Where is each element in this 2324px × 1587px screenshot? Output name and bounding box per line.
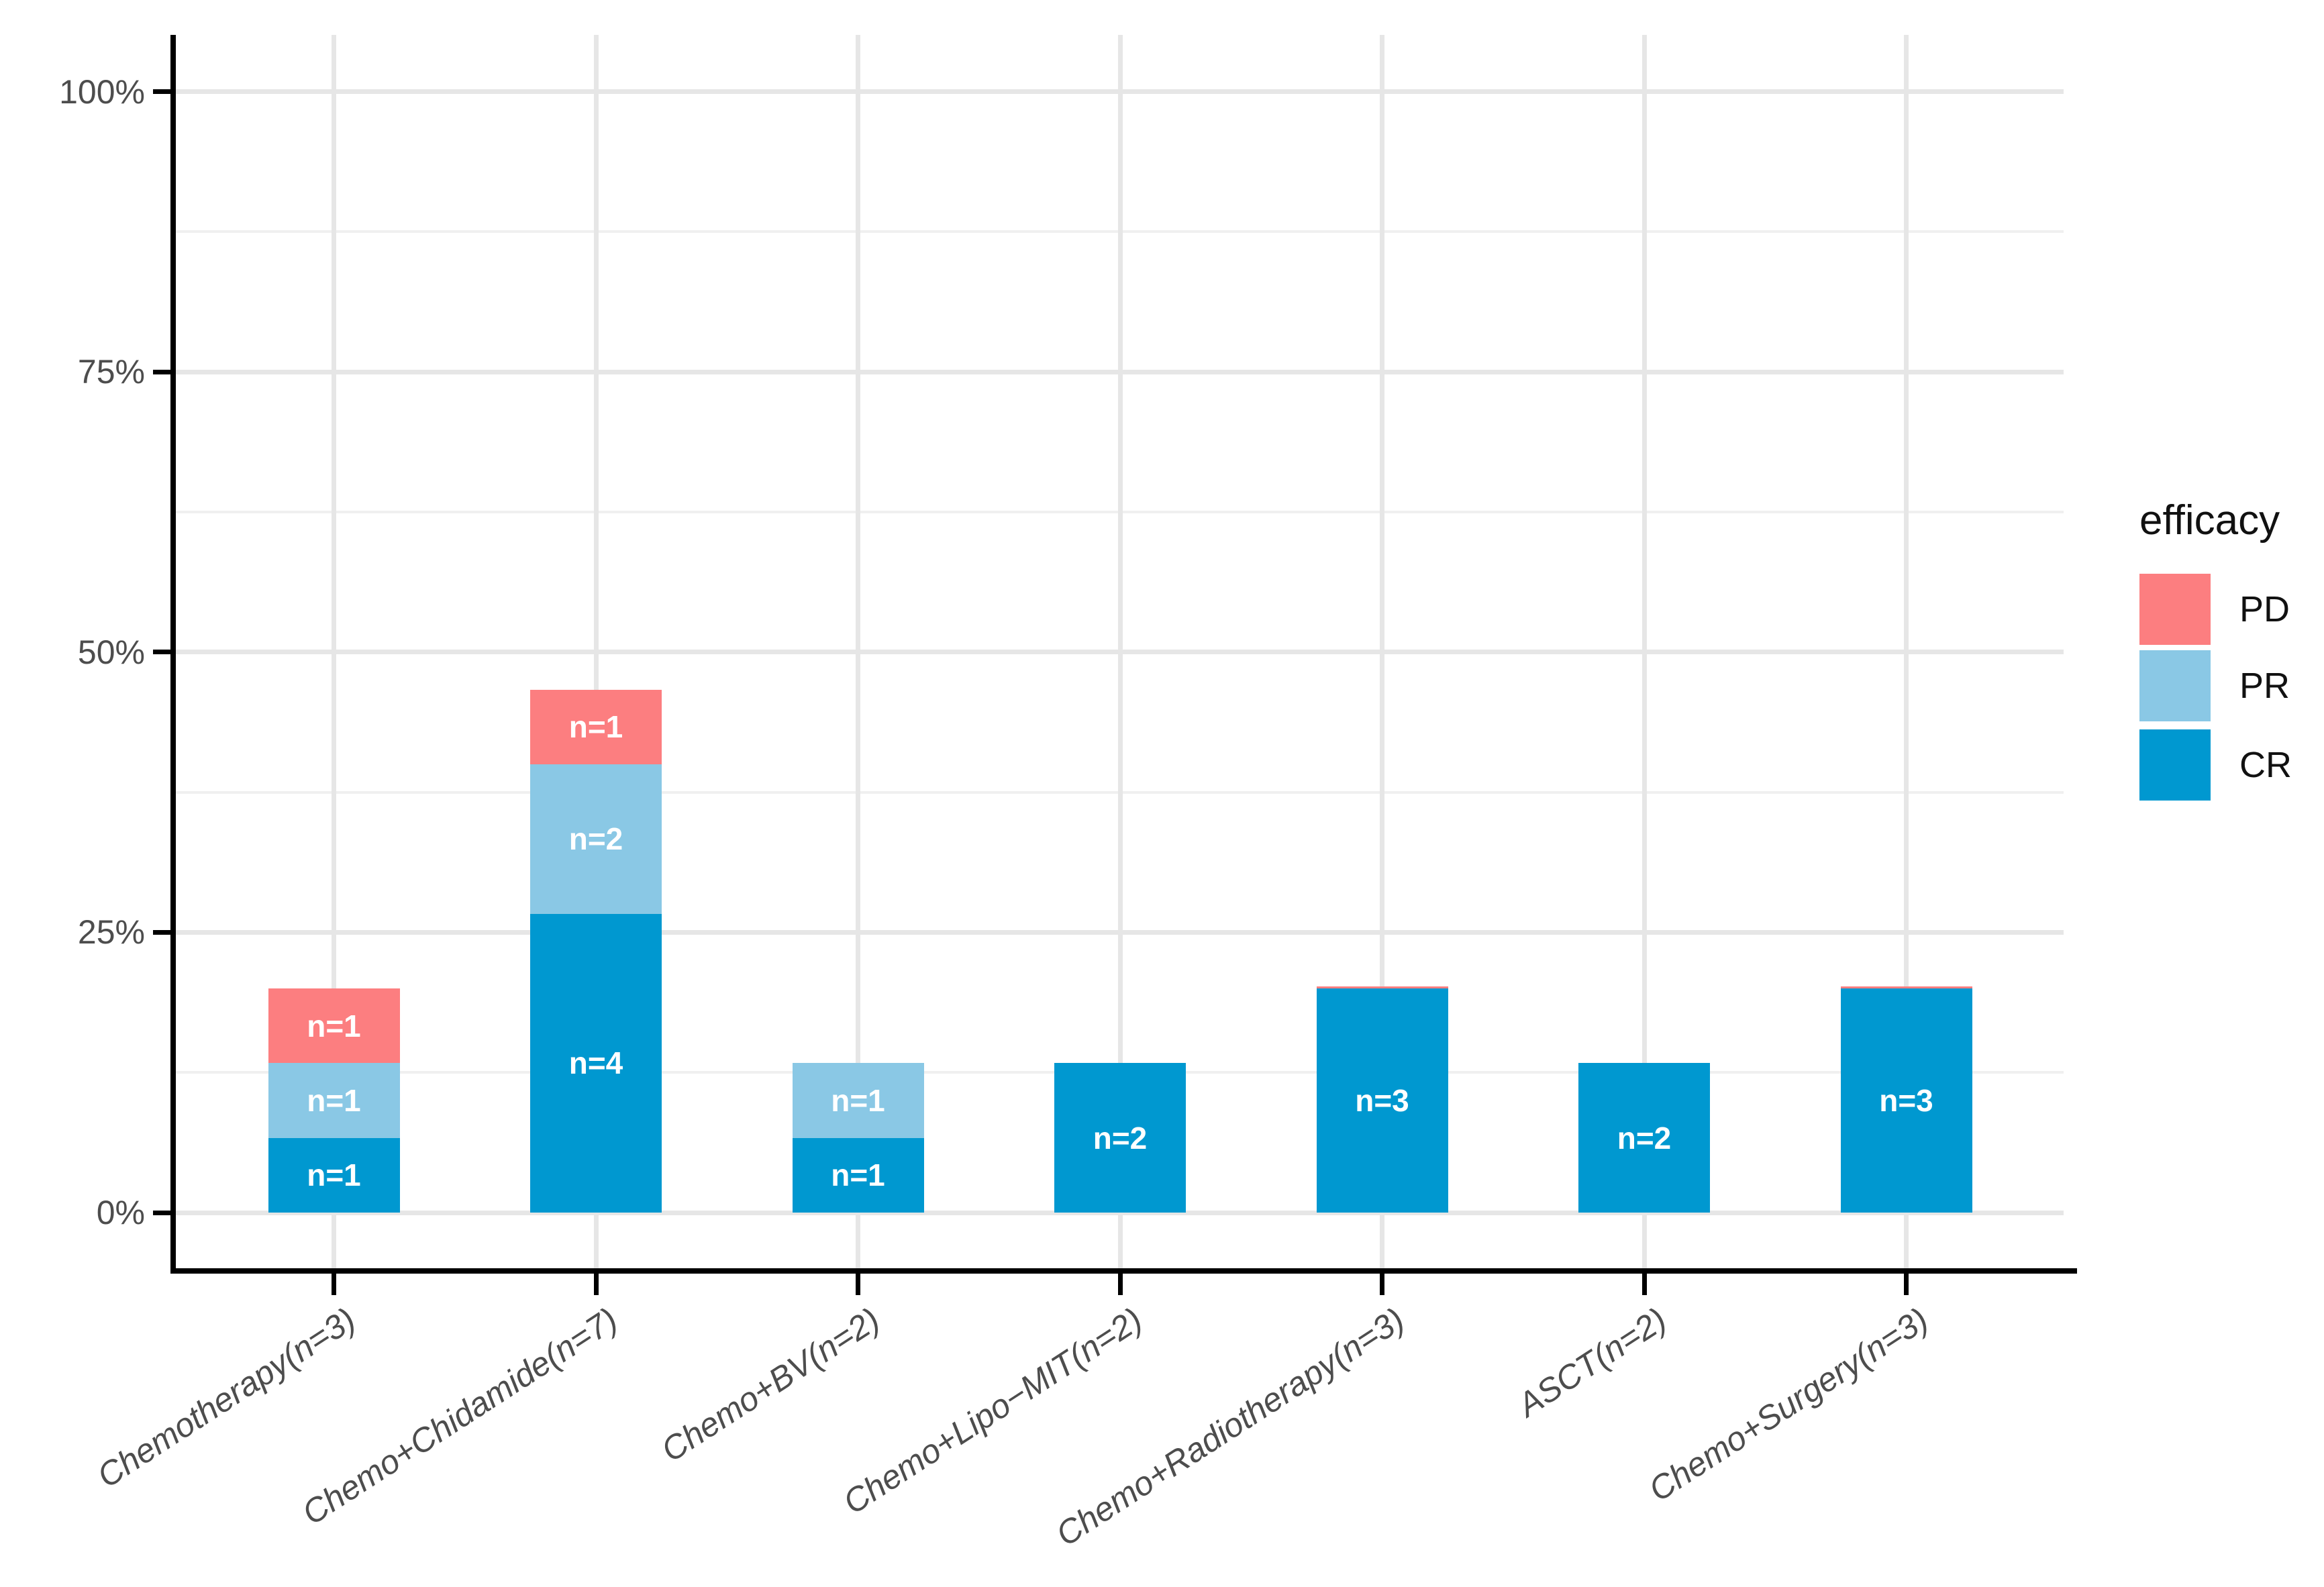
gridline-vertical [593,35,599,1268]
gridline-vertical [856,35,860,1268]
y-axis-line [170,35,176,1274]
bar-segment-label: n=1 [307,1008,361,1043]
bar-segment-cr: n=3 [1840,988,1972,1213]
y-tick-label: 25% [77,913,145,952]
bar-segment-label: n=1 [568,709,623,745]
bar-segment-pd: n=1 [268,988,400,1064]
bar-segment-cr: n=3 [1316,988,1448,1213]
bar-segment-label: n=1 [831,1082,885,1118]
bar-segment-cr: n=2 [1054,1063,1186,1213]
legend-key-pd-swatch [2139,574,2211,645]
bar-segment-pd: n=1 [530,689,662,764]
bar-segment-cr: n=1 [792,1137,924,1213]
x-axis-label: Chemo+BV(n=2) [654,1300,887,1470]
legend-label-pr: PR [2239,666,2290,706]
x-tick [593,1274,599,1295]
pd-zero-sliver [1840,986,1972,988]
gridline-vertical [1904,35,1909,1268]
x-tick [856,1274,860,1295]
bar-segment-pr: n=1 [792,1063,924,1138]
x-tick [332,1274,336,1295]
bar-segment-label: n=1 [307,1158,361,1193]
x-tick [1117,1274,1123,1295]
bar-segment-label: n=3 [1879,1082,1933,1118]
x-axis-label: Chemotherapy(n=3) [91,1300,362,1495]
y-tick [153,89,170,95]
bar-segment-label: n=1 [307,1082,361,1118]
y-tick-label: 50% [77,633,145,671]
bar-segment-label: n=3 [1355,1082,1409,1118]
bar-segment-cr: n=4 [530,913,662,1213]
legend-key-cr-swatch [2139,729,2211,801]
y-tick [153,650,170,655]
x-axis-label: Chemo+Surgery(n=3) [1641,1300,1935,1509]
pd-zero-sliver [1316,986,1448,988]
legend-label-cr: CR [2239,745,2292,785]
y-tick [153,1210,170,1215]
bar-segment-label: n=1 [831,1158,885,1193]
x-axis-label: ASCT(n=2) [1511,1300,1673,1424]
bar-segment-label: n=2 [1093,1120,1148,1156]
y-tick-label: 75% [77,353,145,391]
gridline-vertical [1380,35,1384,1268]
x-axis-line [170,1268,2077,1274]
legend-title: efficacy [2139,497,2280,544]
gridline-vertical [1641,35,1647,1268]
x-tick [1641,1274,1647,1295]
gridline-vertical [1117,35,1123,1268]
legend-label-pd: PD [2239,589,2290,629]
bar-segment-label: n=2 [1617,1120,1672,1156]
bar-segment-pr: n=1 [268,1063,400,1138]
legend-key-pr-swatch [2139,650,2211,721]
y-tick-label: 0% [96,1194,145,1231]
y-tick-label: 100% [59,72,145,111]
y-tick [153,929,170,935]
y-tick [153,369,170,374]
bar-segment-cr: n=1 [268,1137,400,1213]
bar-segment-pr: n=2 [530,764,662,914]
bar-segment-label: n=4 [568,1045,623,1081]
gridline-vertical [332,35,336,1268]
x-tick [1380,1274,1384,1295]
x-tick [1904,1274,1909,1295]
bar-segment-label: n=2 [568,821,623,857]
bar-segment-cr: n=2 [1578,1063,1710,1213]
